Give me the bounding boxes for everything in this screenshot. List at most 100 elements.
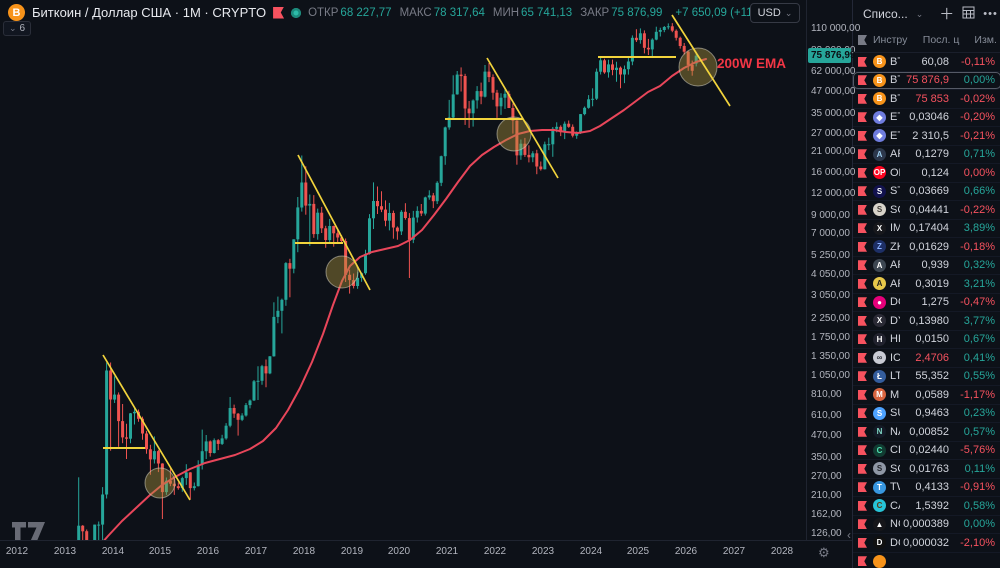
- watchlist-row[interactable]: A APTUS 0,939 0,32%: [853, 257, 1000, 275]
- watchlist-row[interactable]: S STRKU 0,03669 0,66%: [853, 183, 1000, 201]
- flag-icon[interactable]: [858, 519, 867, 530]
- flag-icon[interactable]: [858, 167, 867, 178]
- ticker-symbol[interactable]: IMXUS: [890, 222, 900, 235]
- flag-icon[interactable]: [858, 186, 867, 197]
- flag-icon[interactable]: [858, 482, 867, 493]
- flag-icon[interactable]: [273, 6, 285, 19]
- panel-collapse-handle[interactable]: ‹: [847, 528, 851, 542]
- watchlist-row[interactable]: ◆ ETHBT 0,03046 -0,20%: [853, 109, 1000, 127]
- candlestick-chart[interactable]: 200W EMA: [0, 0, 852, 568]
- gear-icon[interactable]: ⚙: [818, 545, 830, 560]
- ticker-symbol[interactable]: APEXU: [890, 277, 900, 290]
- ticker-symbol[interactable]: BTCUS: [890, 74, 900, 87]
- flag-icon[interactable]: [858, 315, 867, 326]
- flag-icon[interactable]: [858, 204, 867, 215]
- ticker-symbol[interactable]: DYDXU: [890, 314, 900, 327]
- ticker-symbol[interactable]: CETUS: [890, 444, 900, 457]
- ticker-symbol[interactable]: HFTUS: [890, 333, 900, 346]
- market-status-icon[interactable]: [291, 7, 302, 18]
- ticker-symbol[interactable]: BTCUS: [890, 92, 900, 105]
- watchlist-row[interactable]: M MINAU 0,0589 -1,17%: [853, 386, 1000, 405]
- symbol-title[interactable]: Биткоин / Доллар США · 1M · CRYPTO: [32, 5, 267, 20]
- watchlist-row[interactable]: ● DOTU 1,275 -0,47%: [853, 294, 1000, 312]
- objects-tree-button[interactable]: ⌄ 6: [3, 21, 32, 36]
- ticker-symbol[interactable]: ICPUS: [890, 351, 900, 364]
- tradingview-logo[interactable]: [12, 522, 46, 547]
- watchlist-row[interactable]: X DYDXU 0,13980 3,77%: [853, 312, 1000, 331]
- watchlist-row[interactable]: Ł LTCUS 55,352 0,55%: [853, 368, 1000, 386]
- flag-icon[interactable]: [858, 223, 867, 234]
- ticker-symbol[interactable]: NOTU: [890, 518, 900, 531]
- flag-icon[interactable]: [858, 260, 867, 271]
- watchlist-row[interactable]: Z ZKUSD 0,01629 -0,18%: [853, 238, 1000, 257]
- flag-icon[interactable]: [858, 408, 867, 419]
- flag-icon[interactable]: [858, 371, 867, 382]
- watchlist-row[interactable]: OP OPUS 0,124 0,00%: [853, 164, 1000, 183]
- watchlist-row[interactable]: S SCAUS 0,01763 0,11%: [853, 460, 1000, 479]
- flag-icon[interactable]: [858, 463, 867, 474]
- ticker-symbol[interactable]: ARBUS: [890, 148, 900, 161]
- flag-icon[interactable]: [858, 56, 867, 67]
- flag-icon[interactable]: [858, 500, 867, 511]
- col-change[interactable]: Изм. в: [974, 34, 1000, 46]
- time-axis[interactable]: ⚙ 2012 2013 2014 2015 2016 2017 2018 2019 2020 20…: [0, 540, 852, 568]
- flag-icon[interactable]: [858, 75, 867, 86]
- ticker-symbol[interactable]: NAVXU: [890, 425, 900, 438]
- ticker-symbol[interactable]: ZKUSD: [890, 240, 900, 253]
- flag-icon[interactable]: [858, 130, 867, 141]
- flag-icon[interactable]: [858, 93, 867, 104]
- ticker-symbol[interactable]: ETHBT: [890, 111, 900, 124]
- chart-pane[interactable]: 200W EMA B Биткоин / Доллар США · 1M · C…: [0, 0, 860, 568]
- ticker-symbol[interactable]: DOTU: [890, 296, 900, 309]
- watchlist-row[interactable]: T TWTU 0,4133 -0,91%: [853, 479, 1000, 497]
- watchlist-row[interactable]: B BTC.D 60,08 -0,11%: [853, 53, 1000, 72]
- watchlist-row[interactable]: B BTCUS 75 876,9 0,00%: [853, 72, 1000, 90]
- watchlist-row[interactable]: D DOGS0,000032 -2,10%: [853, 534, 1000, 553]
- ticker-symbol[interactable]: TWTU: [890, 481, 900, 494]
- add-symbol-icon[interactable]: ＋: [939, 5, 955, 23]
- watchlist-row[interactable]: B BTCUS 75 853 -0,02%: [853, 90, 1000, 109]
- flag-icon[interactable]: [858, 334, 867, 345]
- flag-icon[interactable]: [858, 297, 867, 308]
- watchlist-row[interactable]: S SUIUS 0,9463 0,23%: [853, 405, 1000, 423]
- watchlist-title[interactable]: Списо...: [863, 7, 908, 21]
- ticker-symbol[interactable]: DOGS: [890, 536, 900, 549]
- ticker-symbol[interactable]: ETHUS: [890, 129, 900, 142]
- watchlist-row[interactable]: [853, 553, 1000, 568]
- flag-icon[interactable]: [858, 112, 867, 123]
- currency-select[interactable]: USD ⌄: [750, 3, 800, 23]
- flag-icon[interactable]: [858, 426, 867, 437]
- watchlist-row[interactable]: ◆ ETHUS 2 310,5 -0,21%: [853, 127, 1000, 146]
- flag-icon[interactable]: [858, 556, 867, 567]
- flag-icon[interactable]: [858, 537, 867, 548]
- ticker-symbol[interactable]: SCRUS: [890, 203, 900, 216]
- col-last-price[interactable]: Посл. ц: [922, 34, 960, 46]
- watchlist-row[interactable]: C CAKEU 1,5392 0,58%: [853, 497, 1000, 516]
- watchlist-row[interactable]: A ARBUS 0,1279 0,71%: [853, 146, 1000, 164]
- flag-icon[interactable]: [858, 352, 867, 363]
- flag-icon[interactable]: [858, 149, 867, 160]
- col-symbol[interactable]: Инстру: [873, 34, 908, 46]
- ticker-symbol[interactable]: APTUS: [890, 259, 900, 272]
- watchlist-row[interactable]: S SCRUS 0,04441 -0,22%: [853, 201, 1000, 220]
- more-options-icon[interactable]: •••: [983, 7, 998, 20]
- flag-icon[interactable]: [858, 278, 867, 289]
- ticker-symbol[interactable]: CAKEU: [890, 499, 900, 512]
- watchlist-row[interactable]: N NAVXU 0,00852 0,57%: [853, 423, 1000, 442]
- watchlist-row[interactable]: ∞ ICPUS 2,4706 0,41%: [853, 349, 1000, 368]
- watchlist-row[interactable]: C CETUS 0,02440 -5,76%: [853, 442, 1000, 460]
- chevron-down-icon[interactable]: ⌄: [915, 8, 924, 19]
- watchlist-row[interactable]: ▲ NOTU0,000389 0,00%: [853, 516, 1000, 534]
- flag-column-icon[interactable]: [858, 35, 867, 45]
- watchlist-row[interactable]: X IMXUS 0,17404 3,89%: [853, 220, 1000, 238]
- ticker-symbol[interactable]: STRKU: [890, 185, 900, 198]
- ticker-symbol[interactable]: BTC.D: [890, 55, 900, 68]
- ticker-symbol[interactable]: SCAUS: [890, 462, 900, 475]
- watchlist-row[interactable]: H HFTUS 0,0150 0,67%: [853, 331, 1000, 349]
- ticker-symbol[interactable]: LTCUS: [890, 370, 900, 383]
- ticker-symbol[interactable]: MINAU: [890, 388, 900, 401]
- grid-view-icon[interactable]: [962, 6, 975, 22]
- flag-icon[interactable]: [858, 445, 867, 456]
- flag-icon[interactable]: [858, 389, 867, 400]
